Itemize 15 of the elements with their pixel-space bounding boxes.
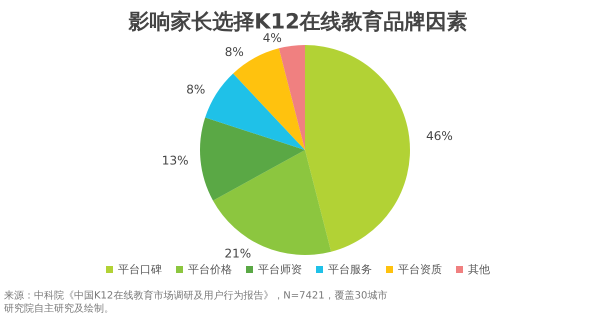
source-note: 来源：中科院《中国K12在线教育市场调研及用户行为报告》，N=7421，覆盖30城市 bbox=[4, 290, 388, 302]
text: 研究院自主研究及绘制。 bbox=[4, 302, 114, 314]
legend-label: 平台价格 bbox=[188, 263, 232, 276]
data-label: 8% bbox=[224, 44, 244, 59]
chart-title: 影响家长选择K12在线教育品牌因素 bbox=[127, 10, 468, 34]
data-label: 46% bbox=[426, 128, 453, 143]
data-label: 8% bbox=[186, 82, 206, 96]
legend-label: 平台资质 bbox=[398, 263, 442, 276]
data-label: 4% bbox=[262, 30, 282, 45]
legend-label: 平台服务 bbox=[328, 263, 372, 276]
legend-label: 平台口碑 bbox=[118, 263, 162, 276]
legend-label: 平台师资 bbox=[258, 263, 302, 276]
data-label: 21% bbox=[224, 246, 252, 261]
legend-label: 其他 bbox=[468, 263, 490, 276]
data-label: 13% bbox=[162, 154, 188, 168]
